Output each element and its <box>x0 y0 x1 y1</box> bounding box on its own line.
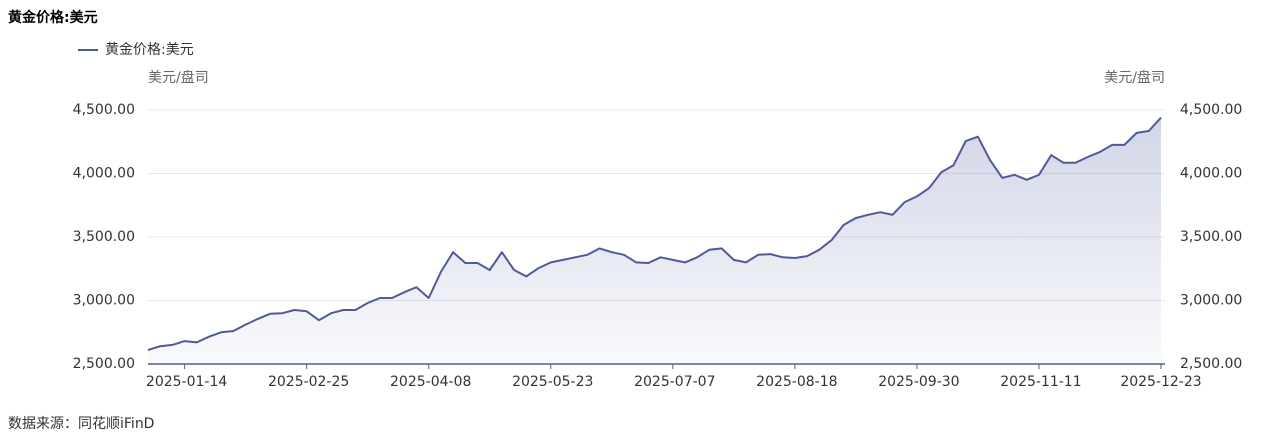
x-tick-label: 2025-08-18 <box>756 374 837 390</box>
y-tick-label: 3,500.00 <box>73 229 135 245</box>
y-tick-label: 4,000.00 <box>73 166 135 182</box>
y-tick-label: 2,500.00 <box>73 356 135 372</box>
x-tick-label: 2025-07-07 <box>634 374 715 390</box>
area <box>148 117 1161 364</box>
x-tick-label: 2025-11-11 <box>1000 374 1081 390</box>
x-tick-label: 2025-05-23 <box>512 374 593 390</box>
y-axis-label: 美元/盘司 <box>148 69 209 86</box>
y2-tick-label: 3,000.00 <box>1180 293 1242 309</box>
source-note: 数据来源：同花顺iFinD <box>8 416 154 432</box>
line <box>147 116 1162 351</box>
chart-title: 黄金价格:美元 <box>8 9 98 26</box>
y-tick-label: 4,500.00 <box>73 102 135 118</box>
x-tick-label: 2025-04-08 <box>390 374 471 390</box>
legend-label[interactable]: 黄金价格:美元 <box>105 41 194 58</box>
y2-axis-label: 美元/盘司 <box>1104 69 1165 86</box>
x-tick-label: 2025-12-23 <box>1120 374 1201 390</box>
y-tick-label: 3,000.00 <box>73 293 135 309</box>
y2-tick-label: 4,500.00 <box>1180 102 1242 118</box>
x-tick-label: 2025-09-30 <box>878 374 959 390</box>
x-tick-label: 2025-02-25 <box>268 374 349 390</box>
y2-tick-label: 3,500.00 <box>1180 229 1242 245</box>
x-tick-label: 2025-01-14 <box>146 374 227 390</box>
y2-tick-label: 4,000.00 <box>1180 166 1242 182</box>
y2-tick-label: 2,500.00 <box>1180 356 1242 372</box>
